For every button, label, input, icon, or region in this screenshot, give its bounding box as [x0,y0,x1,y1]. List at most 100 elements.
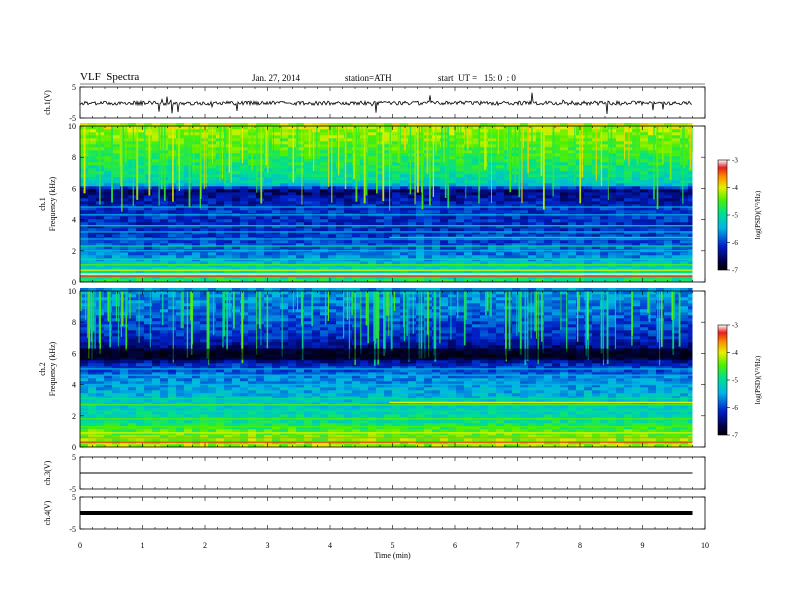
spectrogram-cell [512,225,520,229]
spectrogram-cell [200,267,208,271]
spectrogram-cell [648,177,656,181]
spectrogram-cell [224,264,232,268]
spectrogram-cell [312,192,320,196]
spectrogram-cell [120,228,128,232]
spectrogram-cell [552,435,560,439]
spectrogram-cell [496,138,504,142]
spectrogram-cell [336,129,344,133]
spectrogram-cell [456,180,464,184]
spectrogram-cell [640,123,648,127]
spectrogram-cell [608,432,616,436]
spectrogram-cell [592,429,600,433]
spectrogram-cell [104,171,112,175]
spectrogram-cell [680,420,688,424]
spectrogram-cell [408,420,416,424]
spectrogram-cell [96,435,104,439]
spectrogram-cell [248,267,256,271]
spectrogram-cell [560,270,568,274]
spectrogram-cell [656,225,664,229]
spectrogram-cell [264,279,272,283]
spectrogram-cell [400,195,408,199]
spectrogram-cell [152,438,160,442]
spectrogram-cell [192,234,200,238]
spectrogram-cell [344,177,352,181]
spectrogram-cell [256,162,264,166]
spectrogram-cell [88,189,96,193]
spectrogram-cell [664,186,672,190]
spectrogram-cell [544,189,552,193]
spectrogram-cell [400,240,408,244]
spectrogram-cell [144,144,152,148]
spectrogram-cell [392,129,400,133]
spectrogram-cell [152,132,160,136]
spectrogram-cell [312,216,320,220]
spectrogram-cell [208,207,216,211]
spectrogram-cell [280,225,288,229]
spectrogram-cell [632,444,640,448]
spectrogram-cell [296,141,304,145]
spectrogram-cell [192,174,200,178]
spectrogram-cell [320,243,328,247]
spectrogram-cell [528,252,536,256]
spectrogram-cell [640,426,648,430]
spectrogram-cell [568,192,576,196]
spectrogram-cell [272,195,280,199]
spectrogram-cell [240,138,248,142]
spectrogram-cell [480,420,488,424]
spectrogram-cell [600,267,608,271]
spectrogram-cell [280,198,288,202]
spectrogram-cell [160,432,168,436]
spectrogram-cell [576,420,584,424]
spectrogram-cell [512,183,520,187]
spectrogram-cell [472,261,480,265]
spectrogram-cell [256,180,264,184]
spectrogram-cell [192,240,200,244]
spectrogram-cell [400,228,408,232]
spectrogram-cell [192,267,200,271]
spectrogram-cell [144,165,152,169]
spectrogram-cell [176,156,184,160]
spectrogram-cell [256,423,264,427]
spectrogram-cell [336,138,344,142]
spectrogram-cell [624,159,632,163]
spectrogram-cell [320,177,328,181]
spectrogram-cell [568,423,576,427]
spectrogram-cell [632,159,640,163]
spectrogram-cell [304,174,312,178]
spectrogram-cell [600,171,608,175]
spectrogram-cell [552,186,560,190]
spectrogram-cell [376,264,384,268]
spectrogram-cell [328,222,336,226]
spectrogram-cell [568,168,576,172]
spectrogram-cell [336,168,344,172]
spectrogram-cell [184,423,192,427]
spectrogram-cell [472,222,480,226]
spectrogram-cell [600,192,608,196]
spectrogram-cell [368,123,376,127]
spectrogram-cell [112,126,120,130]
spectrogram-cell [480,210,488,214]
spectrogram-cell [240,225,248,229]
spectrogram-cell [360,228,368,232]
spectrogram-cell [480,435,488,439]
spectrogram-cell [160,435,168,439]
spectrogram-cell [552,198,560,202]
spectrogram-cell [672,261,680,265]
spectrogram-cell [144,429,152,433]
spectrogram-cell [632,168,640,172]
spectrogram-cell [448,150,456,154]
spectrogram-cell [120,207,128,211]
spectrogram-cell [128,192,136,196]
spectrogram-cell [632,252,640,256]
spectrogram-cell [488,162,496,166]
spectrogram-cell [384,210,392,214]
spectrogram-cell [560,189,568,193]
spectrogram-cell [552,126,560,130]
spectrogram-cell [656,153,664,157]
spectrogram-cell [192,189,200,193]
spectrogram-cell [384,426,392,430]
spectrogram-cell [584,129,592,133]
spectrogram-cell [656,246,664,250]
spectrogram-cell [568,162,576,166]
spectrogram-cell [592,201,600,205]
